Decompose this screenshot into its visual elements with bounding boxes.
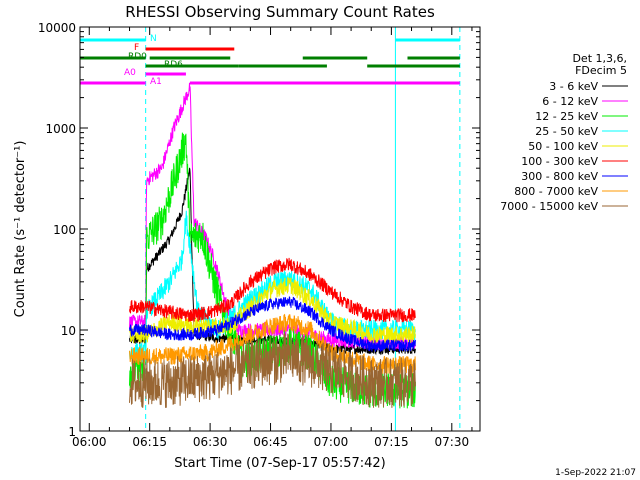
series-line-300-800-kev — [129, 296, 416, 352]
flag-label-a1: A1 — [150, 77, 162, 87]
series-line-50-100-kev — [129, 276, 416, 344]
series-line-7000-15000-kev — [129, 333, 416, 408]
legend-header-1: FDecim 5 — [575, 64, 627, 77]
x-tick-label-3: 06:45 — [253, 435, 288, 449]
plot-clipped-layer — [80, 27, 461, 431]
flag-label-f: F — [134, 43, 139, 53]
legend-label-5: 100 - 300 keV — [521, 155, 598, 168]
flag-label-n: N — [150, 34, 157, 44]
render-timestamp: 1-Sep-2022 21:07 — [555, 468, 636, 478]
legend-label-0: 3 - 6 keV — [549, 80, 598, 93]
y-tick-label-2: 100 — [53, 223, 76, 237]
flag-label-rd0: RD0 — [128, 52, 147, 62]
flag-label-a0: A0 — [124, 68, 136, 78]
x-tick-label-1: 06:15 — [132, 435, 167, 449]
chart-title: RHESSI Observing Summary Count Rates — [125, 3, 435, 21]
x-tick-label-5: 07:15 — [374, 435, 409, 449]
flag-label-rd6: RD6 — [164, 60, 183, 70]
legend-label-3: 25 - 50 keV — [535, 125, 598, 138]
y-tick-label-4: 10000 — [38, 21, 76, 35]
x-axis-label: Start Time (07-Sep-17 05:57:42) — [174, 456, 385, 471]
legend: Det 1,3,6,FDecim 5 3 - 6 keV 6 - 12 keV 12 … — [500, 52, 628, 213]
x-tick-label-2: 06:30 — [193, 435, 228, 449]
legend-header-0: Det 1,3,6, — [572, 52, 627, 65]
y-tick-label-3: 1000 — [45, 122, 76, 136]
x-tick-label-0: 06:00 — [72, 435, 107, 449]
legend-label-4: 50 - 100 keV — [528, 140, 598, 153]
series-line-800-7000-kev — [129, 313, 416, 374]
y-tick-label-1: 10 — [61, 324, 76, 338]
legend-label-8: 7000 - 15000 keV — [500, 200, 598, 213]
series-line-100-300-kev — [129, 257, 416, 323]
legend-label-7: 800 - 7000 keV — [514, 185, 598, 198]
axes: 06:00 06:15 06:30 06:45 07:00 07:15 07:30 1 10 10… — [38, 21, 480, 449]
x-tick-label-6: 07:30 — [435, 435, 470, 449]
y-tick-label-0: 1 — [68, 425, 76, 439]
legend-label-1: 6 - 12 keV — [542, 95, 598, 108]
y-axis-label: Count Rate (s⁻¹ detector⁻¹) — [13, 141, 28, 318]
x-tick-label-4: 07:00 — [314, 435, 349, 449]
legend-label-6: 300 - 800 keV — [521, 170, 598, 183]
legend-label-2: 12 - 25 keV — [535, 110, 598, 123]
